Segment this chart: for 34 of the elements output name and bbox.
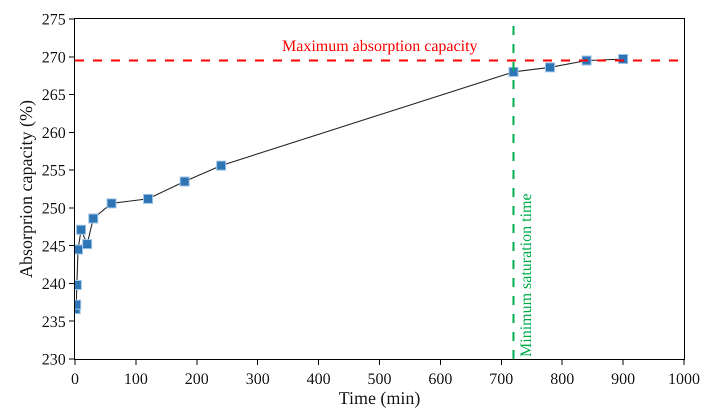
point [180, 176, 190, 186]
y-tick-label: 255 [42, 162, 66, 180]
point [545, 62, 556, 72]
y-tick-label: 270 [42, 49, 66, 66]
y-tick-label: 245 [42, 238, 66, 256]
y-tick-label: 260 [42, 124, 66, 142]
point [76, 224, 86, 235]
x-tick-label: 400 [306, 371, 331, 388]
ref-line-label: Maximum absorption capacity [282, 38, 478, 55]
point [82, 239, 92, 250]
point [508, 66, 518, 77]
x-tick-label: 600 [428, 371, 452, 388]
point [143, 194, 154, 204]
y-tick-label: 230 [42, 352, 66, 369]
x-tick-label: 500 [368, 371, 392, 388]
x-tick-label: 700 [489, 371, 514, 388]
x-tick-label: 100 [124, 371, 148, 388]
point [88, 213, 98, 224]
point [106, 198, 117, 208]
point [216, 160, 226, 171]
x-tick-label: 300 [246, 371, 270, 388]
y-tick-label: 265 [42, 87, 66, 104]
y-axis-title: Absorprion capacity (%) [16, 100, 36, 278]
x-tick-label: 0 [71, 371, 79, 388]
y-tick-label: 235 [42, 314, 66, 331]
x-axis-title: Time (min) [338, 388, 420, 408]
x-tick-label: 900 [611, 371, 636, 388]
x-tick-label: 1000 [668, 371, 700, 388]
y-tick-label: 275 [42, 12, 66, 29]
y-tick-label: 240 [42, 276, 66, 294]
ref-line-label: Minimum saturation time [518, 193, 535, 357]
y-tick-label: 250 [42, 200, 66, 218]
x-tick-label: 200 [184, 371, 209, 388]
x-tick-label: 800 [550, 371, 574, 388]
